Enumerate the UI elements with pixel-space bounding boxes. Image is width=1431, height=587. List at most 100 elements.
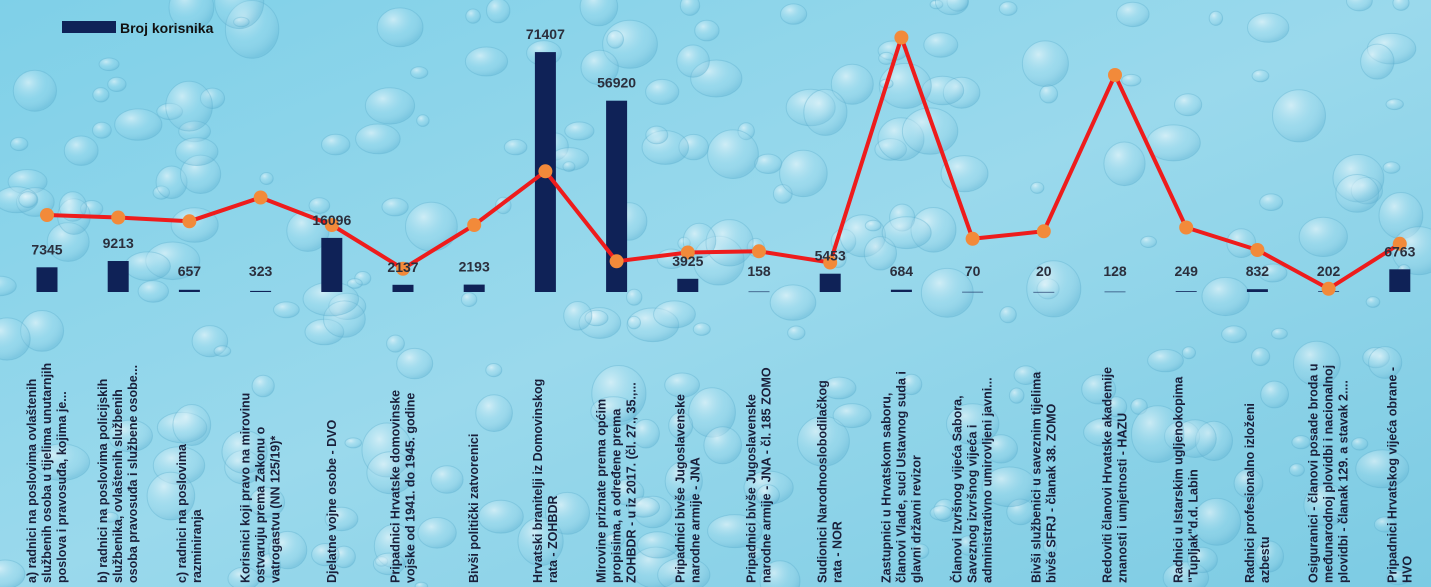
bar-value-label: 832 (1246, 263, 1270, 279)
water-drop (465, 8, 481, 24)
category-label: c) radnici na poslovima razminiranja (175, 443, 204, 583)
line-point (965, 231, 980, 246)
water-drop (999, 306, 1017, 324)
bar (819, 273, 841, 292)
water-drop (381, 197, 409, 217)
bar (962, 291, 984, 293)
water-drop (863, 236, 898, 271)
category-label: Bivši službenici u saveznim tijelima bivš… (1029, 371, 1058, 583)
category-label-line: Bivši politički zatvorenici (467, 434, 481, 583)
category-label-line: Pripadnici Hrvatskog vijeća obrane - (1385, 367, 1399, 583)
water-drop (376, 7, 424, 48)
water-drop (1355, 449, 1410, 489)
water-drop (98, 57, 120, 72)
water-drop (563, 301, 593, 331)
water-drop (1008, 387, 1025, 404)
category-label-line: narodne armije - JNA (688, 457, 702, 583)
bar (677, 278, 699, 292)
water-drop (213, 345, 232, 357)
bar (1246, 289, 1268, 292)
category-label: Pripadnici Hrvatskog vijeća obrane - HVO (1385, 367, 1414, 583)
category-label-line: a) radnici na poslovima ovlaštenih (25, 379, 39, 583)
water-drop (604, 533, 625, 548)
water-drop (372, 552, 406, 576)
water-drop (416, 114, 430, 127)
water-drop (632, 418, 660, 449)
category-label-line: ostvaruju prema Zakonu o (254, 426, 268, 583)
water-drop (460, 292, 478, 308)
bar-value-label: 684 (890, 263, 914, 279)
bar (1389, 269, 1411, 292)
water-drop (1271, 327, 1288, 340)
line-point (40, 208, 54, 222)
water-drop (694, 19, 720, 42)
water-drop (1081, 374, 1117, 405)
water-drop (0, 317, 31, 361)
bar (392, 284, 414, 292)
water-drop (464, 46, 509, 77)
bar-value-label: 2137 (387, 259, 418, 275)
category-label-line: administrativno umirovljeni javni... (981, 377, 995, 583)
bar-value-label: 71407 (526, 26, 565, 42)
water-drop (273, 301, 300, 319)
water-drop (92, 121, 112, 139)
water-drop (405, 201, 458, 252)
water-drop (248, 486, 286, 518)
line-point (396, 261, 410, 276)
category-label-line: Mirovine priznate prema općim (595, 399, 609, 583)
water-drop (172, 404, 212, 446)
category-label: b) radnici na poslovima policijskih služb… (96, 365, 140, 583)
water-drop (645, 125, 669, 145)
water-drop (1368, 346, 1403, 379)
line-point (894, 30, 909, 45)
water-drop (1259, 193, 1284, 211)
category-label: Pripadnici bivše Jugoslavenske narodne ar… (745, 367, 774, 583)
water-drop (676, 44, 710, 78)
water-drop (221, 430, 268, 474)
water-drop (386, 334, 405, 353)
water-drop (606, 30, 625, 49)
water-drop (579, 0, 619, 27)
water-drop (1258, 263, 1288, 283)
water-drop (747, 546, 765, 561)
water-drop (1221, 325, 1247, 344)
category-label-line: HVO (1400, 556, 1414, 583)
water-drop (1365, 296, 1381, 308)
category-label: Sudionici Narodnooslobodilačkog rata - NO… (816, 380, 845, 583)
category-label-line: "Tupljak"d.d. Labin (1187, 469, 1201, 583)
line-point (111, 210, 126, 225)
category-label-line: razminiranja (190, 508, 204, 583)
category-label-line: propisima, a određene prema (610, 408, 624, 583)
water-drop (165, 80, 213, 132)
water-drop (346, 278, 363, 289)
water-drop (901, 107, 959, 155)
category-label-line: osoba pravosuđa i službene osobe... (126, 365, 140, 583)
water-drop (564, 121, 595, 141)
water-drop (653, 300, 696, 329)
water-drop (1288, 463, 1305, 477)
water-drop (324, 506, 359, 532)
category-label: Radnici profesionalno izloženi azbestu (1243, 403, 1272, 583)
bar (748, 291, 770, 293)
water-drop (1360, 43, 1395, 80)
category-label-line: rata - NOR (831, 521, 845, 583)
bar (1033, 291, 1055, 293)
water-drop (759, 560, 801, 587)
category-label: Korisnici koji pravo na mirovinu ostvaruj… (239, 393, 283, 583)
water-drop (664, 372, 700, 398)
water-drop (780, 3, 808, 25)
water-drop (503, 138, 528, 156)
water-drop (1385, 569, 1411, 586)
water-drop (636, 531, 679, 559)
category-label-line: Saveznog izvršnog vijeća i (966, 425, 980, 583)
water-drop (146, 471, 196, 521)
water-drop (1174, 93, 1203, 117)
category-label-line: Bivši službenici u saveznim tijelima (1029, 371, 1043, 583)
category-label-line: azbestu (1258, 536, 1272, 583)
water-drop (692, 322, 711, 336)
water-drop (410, 66, 429, 79)
water-drop (580, 49, 619, 86)
bar-value-label: 6763 (1384, 243, 1415, 259)
category-label-line: Hrvatski branitelji iz Domovinskog (531, 379, 545, 583)
water-drop (1260, 380, 1289, 409)
